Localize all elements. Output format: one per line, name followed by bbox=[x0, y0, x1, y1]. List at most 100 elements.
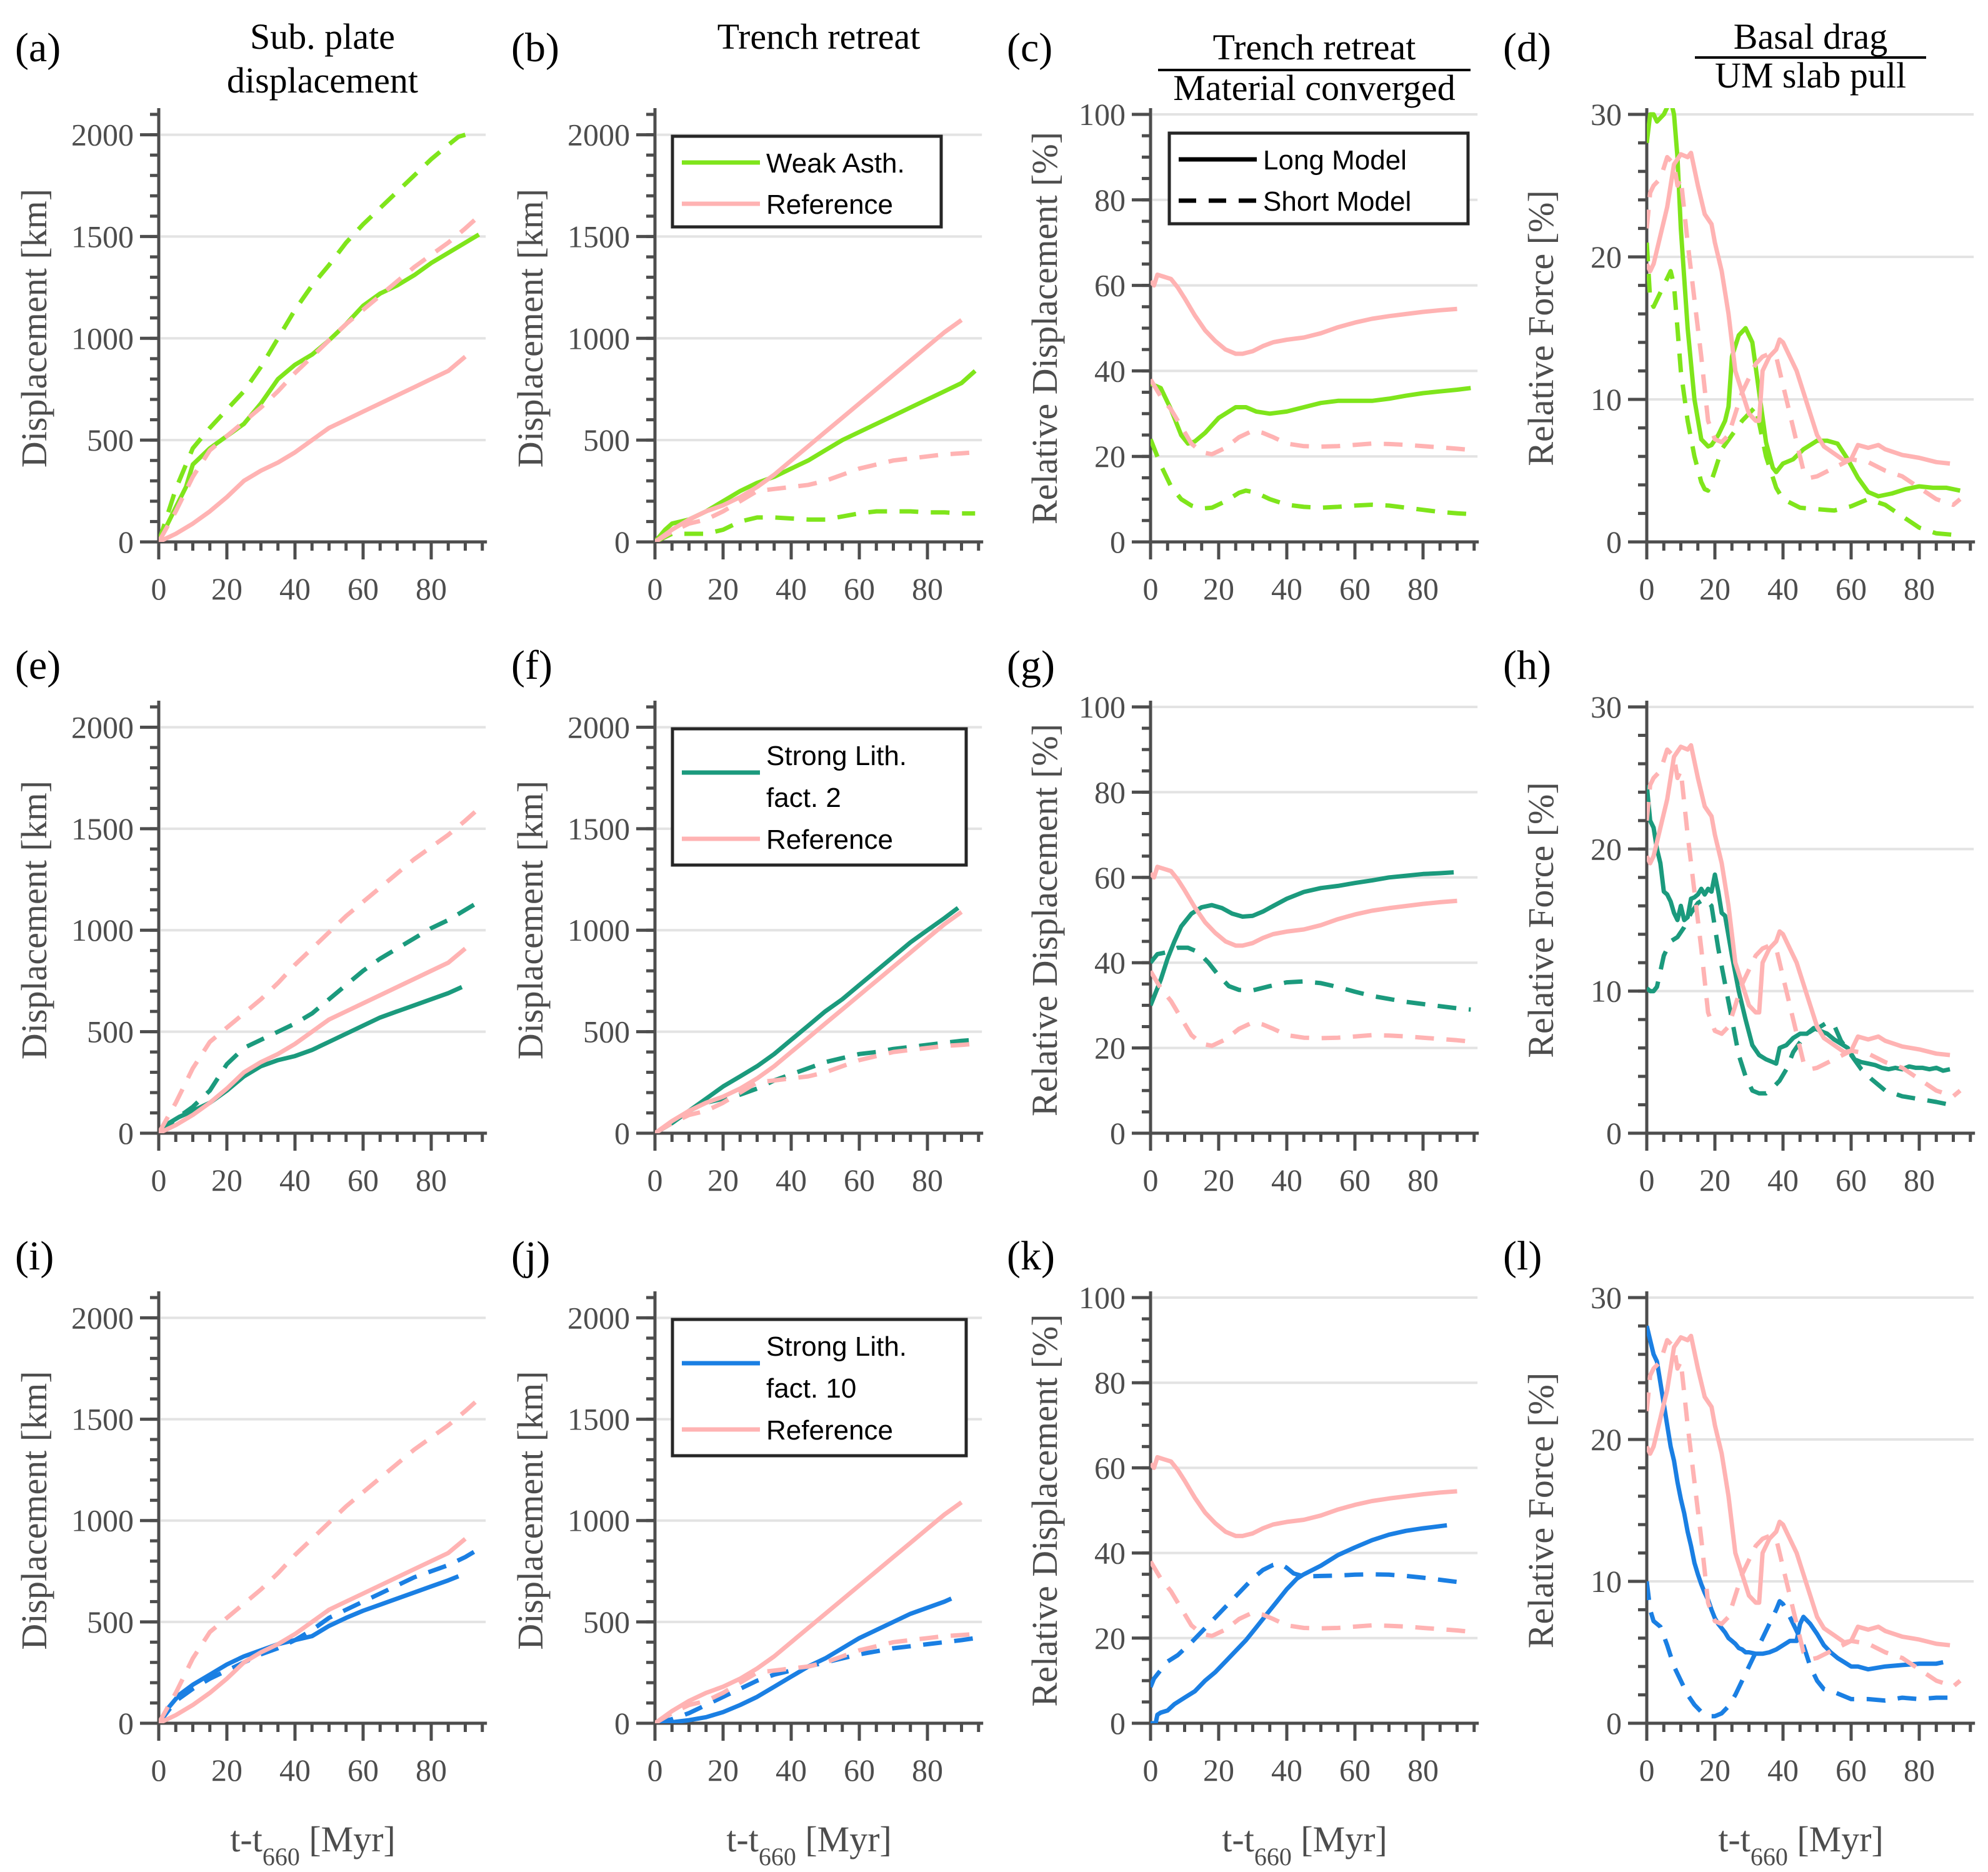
y-axis-label: Relative Displacement [%] bbox=[1024, 724, 1065, 1116]
series-line-strong_lith_2-long bbox=[159, 985, 463, 1133]
series-line-strong_lith_2-long bbox=[1647, 784, 1951, 1073]
legend-label: fact. 2 bbox=[766, 783, 841, 813]
x-tick-label: 40 bbox=[776, 1163, 807, 1198]
x-tick-label: 80 bbox=[1407, 571, 1439, 606]
x-tick-label: 20 bbox=[707, 1753, 739, 1788]
panel-title: Trench retreat bbox=[717, 16, 921, 57]
series-line-reference-short bbox=[159, 806, 481, 1133]
panel-title-numerator: Basal drag bbox=[1734, 16, 1887, 57]
legend: Long Model Short Model bbox=[1167, 131, 1470, 226]
x-label-subscript: 660 bbox=[262, 1843, 300, 1871]
legend-label: Short Model bbox=[1263, 186, 1411, 217]
x-tick-label: 80 bbox=[416, 1753, 447, 1788]
panel-letter: (a) bbox=[15, 25, 61, 71]
panel-letter: (l) bbox=[1503, 1233, 1542, 1279]
panel-l: (l) 0 10 20 30 0 20 40 60 80 Relative Force [%] t-t… bbox=[1503, 1233, 1976, 1871]
panel-letter: (f) bbox=[511, 643, 552, 688]
x-tick-label: 80 bbox=[912, 571, 943, 606]
y-tick-label: 100 bbox=[1079, 689, 1126, 724]
y-tick-label: 80 bbox=[1094, 774, 1126, 809]
x-tick-label: 20 bbox=[1203, 1163, 1234, 1198]
y-tick-label: 1500 bbox=[567, 219, 630, 254]
x-tick-label: 20 bbox=[707, 571, 739, 606]
y-tick-label: 0 bbox=[614, 524, 630, 559]
x-tick-label: 20 bbox=[211, 1163, 242, 1198]
y-tick-label: 1000 bbox=[71, 913, 134, 948]
series-line-reference-short bbox=[655, 1631, 976, 1723]
y-tick-label: 2000 bbox=[71, 118, 134, 153]
x-tick-label: 80 bbox=[1407, 1753, 1439, 1788]
series-line-weak_asth-short bbox=[655, 509, 976, 542]
y-tick-label: 1500 bbox=[567, 811, 630, 846]
x-tick-label: 40 bbox=[1271, 1753, 1302, 1788]
panel-c: (c) 0 20 40 60 80 100 0 20 40 60 80 Relative Displac… bbox=[1007, 25, 1479, 606]
y-tick-label: 1000 bbox=[71, 1503, 134, 1538]
y-axis-label: Relative Force [%] bbox=[1521, 782, 1561, 1058]
x-tick-label: 40 bbox=[279, 1163, 311, 1198]
panel-title-denominator: UM slab pull bbox=[1715, 55, 1906, 96]
y-tick-label: 30 bbox=[1591, 1280, 1622, 1315]
series-line-strong_lith_2-long bbox=[655, 906, 960, 1133]
x-tick-label: 40 bbox=[279, 571, 311, 606]
y-tick-label: 1500 bbox=[71, 219, 134, 254]
panel-j: (j) 0 500 1000 1500 2000 0 20 40 60 80 Displacement… bbox=[510, 1233, 984, 1871]
x-tick-label: 80 bbox=[1407, 1163, 1439, 1198]
series-line-strong_lith_2-short bbox=[655, 1038, 976, 1133]
series-line-strong_lith_2-short bbox=[159, 899, 481, 1133]
y-axis-label: Relative Displacement [%] bbox=[1024, 132, 1065, 524]
y-tick-label: 100 bbox=[1079, 97, 1126, 132]
legend-label: Strong Lith. bbox=[766, 1331, 907, 1362]
series-line-reference-long bbox=[159, 354, 467, 542]
panel-b: (b) 0 500 1000 1500 2000 0 20 40 60 80 Displacement… bbox=[510, 25, 984, 606]
x-tick-label: 80 bbox=[416, 1163, 447, 1198]
y-tick-label: 2000 bbox=[71, 709, 134, 744]
x-tick-label: 20 bbox=[1203, 1753, 1234, 1788]
y-tick-label: 30 bbox=[1591, 97, 1622, 132]
x-label-main: t-t bbox=[1222, 1819, 1254, 1859]
x-tick-label: 60 bbox=[1339, 1753, 1371, 1788]
panel-letter: (j) bbox=[511, 1233, 550, 1279]
series-line-reference-long bbox=[159, 1537, 467, 1723]
series-line-weak_asth-short bbox=[1151, 438, 1471, 516]
series-line-strong_lith_2-short bbox=[1151, 945, 1471, 1012]
y-tick-label: 500 bbox=[87, 1014, 134, 1049]
y-tick-label: 0 bbox=[1606, 1116, 1622, 1151]
series-line-strong_lith_10-long bbox=[1151, 1523, 1447, 1723]
legend: Strong Lith. fact. 10 Reference bbox=[671, 1318, 968, 1458]
series-line-reference-short bbox=[1151, 378, 1471, 457]
x-tick-label: 80 bbox=[1904, 571, 1935, 606]
x-tick-label: 40 bbox=[1271, 1163, 1302, 1198]
y-tick-label: 100 bbox=[1079, 1280, 1126, 1315]
x-tick-label: 20 bbox=[1699, 1753, 1731, 1788]
x-label-main: t-t bbox=[726, 1819, 759, 1859]
x-tick-label: 80 bbox=[912, 1753, 943, 1788]
y-tick-label: 60 bbox=[1094, 860, 1126, 895]
x-tick-label: 80 bbox=[1904, 1163, 1935, 1198]
x-tick-label: 0 bbox=[1639, 1163, 1655, 1198]
y-tick-label: 500 bbox=[87, 423, 134, 458]
y-tick-label: 1500 bbox=[71, 1402, 134, 1437]
y-tick-label: 60 bbox=[1094, 268, 1126, 303]
y-tick-label: 0 bbox=[118, 524, 134, 559]
x-tick-label: 40 bbox=[776, 571, 807, 606]
y-tick-label: 40 bbox=[1094, 1536, 1126, 1571]
x-tick-label: 80 bbox=[912, 1163, 943, 1198]
y-tick-label: 0 bbox=[614, 1116, 630, 1151]
series-line-weak_asth-short bbox=[1647, 242, 1954, 538]
x-tick-label: 20 bbox=[211, 571, 242, 606]
series-line-reference-long bbox=[1647, 743, 1951, 1058]
series-line-reference-short bbox=[159, 1397, 481, 1723]
panel-h: (h) 0 10 20 30 0 20 40 60 80 Relative Force [%] bbox=[1503, 643, 1976, 1198]
x-label-unit: [Myr] bbox=[1292, 1819, 1387, 1859]
legend-label: Strong Lith. bbox=[766, 741, 907, 771]
series-line-strong_lith_10-long bbox=[159, 1574, 459, 1723]
y-tick-label: 80 bbox=[1094, 183, 1126, 218]
y-axis-label: Displacement [km] bbox=[14, 781, 54, 1059]
y-tick-label: 20 bbox=[1094, 1621, 1126, 1656]
x-tick-label: 60 bbox=[347, 1753, 379, 1788]
series-line-strong_lith_10-short bbox=[655, 1636, 976, 1723]
panel-title-numerator: Trench retreat bbox=[1213, 27, 1416, 68]
y-tick-label: 500 bbox=[87, 1604, 134, 1639]
x-tick-label: 80 bbox=[416, 571, 447, 606]
